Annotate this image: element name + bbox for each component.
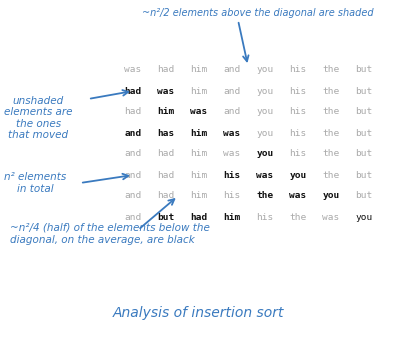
Text: was: was <box>223 149 241 159</box>
Text: the: the <box>322 149 340 159</box>
Text: had: had <box>124 107 142 117</box>
Text: was: was <box>190 107 208 117</box>
Text: was: was <box>322 213 340 221</box>
Text: you: you <box>256 107 274 117</box>
Text: but: but <box>355 149 373 159</box>
Text: had: had <box>157 192 175 200</box>
Text: the: the <box>322 170 340 179</box>
Text: the: the <box>322 107 340 117</box>
Text: you: you <box>256 128 274 138</box>
Text: and: and <box>124 192 142 200</box>
Text: you: you <box>355 213 373 221</box>
Text: the: the <box>256 192 274 200</box>
Text: the: the <box>289 213 307 221</box>
Text: his: his <box>289 66 307 74</box>
Text: has: has <box>157 128 175 138</box>
Text: and: and <box>223 66 241 74</box>
Text: was: was <box>223 128 241 138</box>
Text: him: him <box>190 87 208 96</box>
Text: and: and <box>124 213 142 221</box>
Text: and: and <box>223 107 241 117</box>
Text: had: had <box>157 66 175 74</box>
Text: his: his <box>289 149 307 159</box>
Text: unshaded
elements are
the ones
that moved: unshaded elements are the ones that move… <box>4 96 72 140</box>
Text: and: and <box>124 170 142 179</box>
Text: you: you <box>289 170 307 179</box>
Text: his: his <box>289 87 307 96</box>
Text: him: him <box>190 149 208 159</box>
Text: but: but <box>355 87 373 96</box>
Text: him: him <box>190 128 208 138</box>
Text: had: had <box>157 170 175 179</box>
Text: was: was <box>289 192 307 200</box>
Text: but: but <box>157 213 175 221</box>
Text: and: and <box>223 87 241 96</box>
Text: him: him <box>223 213 241 221</box>
Text: him: him <box>190 170 208 179</box>
Text: ~n²/4 (half) of the elements below the
diagonal, on the average, are black: ~n²/4 (half) of the elements below the d… <box>10 223 210 245</box>
Text: and: and <box>124 128 142 138</box>
Text: the: the <box>322 66 340 74</box>
Text: his: his <box>223 192 241 200</box>
Text: his: his <box>289 107 307 117</box>
Text: n² elements
in total: n² elements in total <box>4 172 66 194</box>
Text: had: had <box>190 213 208 221</box>
Text: but: but <box>355 107 373 117</box>
Text: but: but <box>355 192 373 200</box>
Text: him: him <box>190 66 208 74</box>
Text: was: was <box>256 170 274 179</box>
Text: but: but <box>355 128 373 138</box>
Text: you: you <box>322 192 340 200</box>
Text: his: his <box>256 213 274 221</box>
Text: Analysis of insertion sort: Analysis of insertion sort <box>112 306 284 320</box>
Text: his: his <box>289 128 307 138</box>
Text: the: the <box>322 128 340 138</box>
Text: had: had <box>124 87 142 96</box>
Text: him: him <box>190 192 208 200</box>
Text: ~n²/2 elements above the diagonal are shaded: ~n²/2 elements above the diagonal are sh… <box>142 8 374 18</box>
Text: him: him <box>157 107 175 117</box>
Text: you: you <box>256 149 274 159</box>
Text: the: the <box>322 87 340 96</box>
Text: his: his <box>223 170 241 179</box>
Text: you: you <box>256 66 274 74</box>
Text: had: had <box>157 149 175 159</box>
Text: you: you <box>256 87 274 96</box>
Text: was: was <box>157 87 175 96</box>
Text: and: and <box>124 149 142 159</box>
Text: but: but <box>355 170 373 179</box>
Text: was: was <box>124 66 142 74</box>
Text: but: but <box>355 66 373 74</box>
